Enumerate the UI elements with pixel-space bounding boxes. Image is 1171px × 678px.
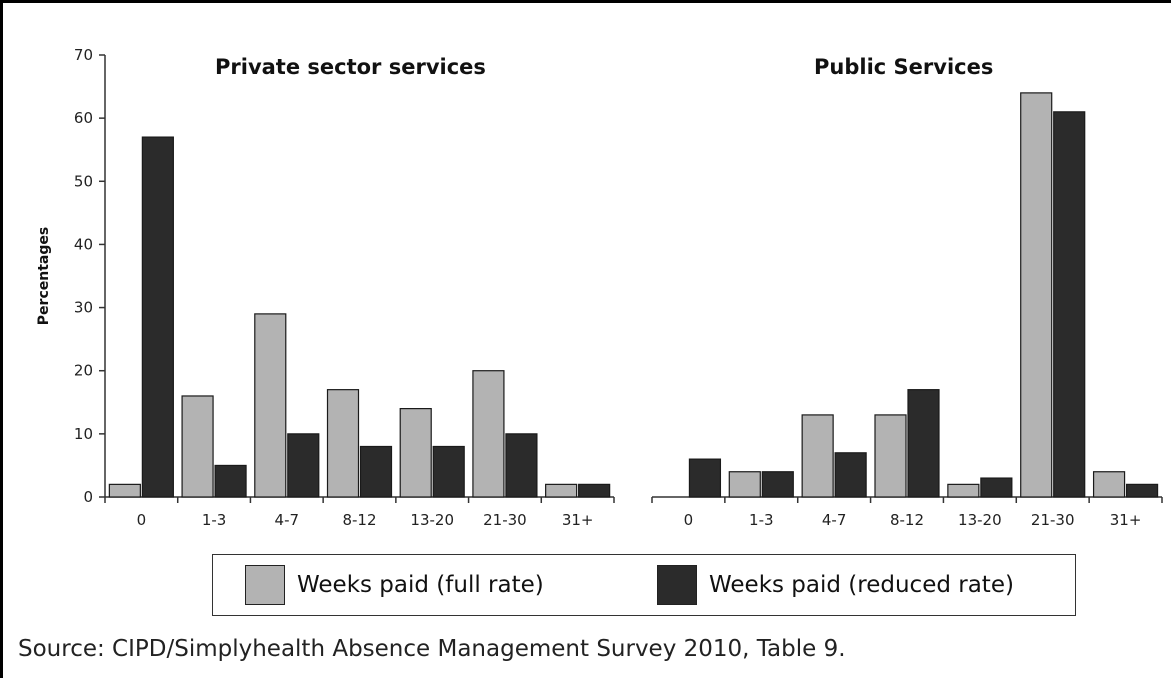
x-tick-label: 31+ xyxy=(562,511,594,529)
bar-full-rate xyxy=(181,395,214,498)
bar-full-rate xyxy=(728,471,761,498)
x-tick-label: 4-7 xyxy=(275,511,300,529)
y-tick-label: 50 xyxy=(74,172,93,190)
bar-chart: 0 10 20 30 40 50 60 70 Percentages Private sector… xyxy=(36,46,1163,529)
x-tick-label: 8-12 xyxy=(342,511,376,529)
x-tick-label: 8-12 xyxy=(890,511,924,529)
x-tick-label: 0 xyxy=(684,511,694,529)
bar-reduced-rate xyxy=(1125,483,1159,498)
legend-item-full-rate: Weeks paid (full rate) xyxy=(245,565,544,605)
x-tick-label: 21-30 xyxy=(483,511,527,529)
legend-swatch-reduced-rate xyxy=(657,565,697,605)
y-tick-label: 40 xyxy=(74,235,93,253)
bar-reduced-rate xyxy=(505,433,538,498)
source-note: Source: CIPD/Simplyhealth Absence Manage… xyxy=(18,636,846,662)
x-tick-label: 21-30 xyxy=(1031,511,1075,529)
panel-title: Public Services xyxy=(814,55,993,79)
bar-reduced-rate xyxy=(688,458,722,498)
legend-item-reduced-rate: Weeks paid (reduced rate) xyxy=(657,565,1014,605)
y-tick-label: 0 xyxy=(83,488,93,506)
x-tick-label: 13-20 xyxy=(958,511,1002,529)
y-tick-label: 10 xyxy=(74,425,93,443)
x-tick-label: 1-3 xyxy=(749,511,774,529)
bar-full-rate xyxy=(1020,92,1053,498)
bar-full-rate xyxy=(874,414,907,498)
bar-full-rate xyxy=(1092,471,1126,498)
bar-full-rate xyxy=(947,483,980,498)
bar-reduced-rate xyxy=(1053,111,1086,498)
bar-reduced-rate xyxy=(907,389,940,498)
y-tick-label: 20 xyxy=(74,362,93,380)
bar-reduced-rate xyxy=(980,477,1013,498)
x-tick-label: 1-3 xyxy=(202,511,227,529)
bar-full-rate xyxy=(801,414,834,498)
x-tick-label: 13-20 xyxy=(410,511,454,529)
y-tick-label: 30 xyxy=(74,299,93,317)
x-tick-label: 31+ xyxy=(1110,511,1142,529)
bar-full-rate xyxy=(108,483,141,498)
bar-reduced-rate xyxy=(761,471,794,498)
bar-reduced-rate xyxy=(432,445,465,498)
bar-reduced-rate xyxy=(141,136,174,498)
bar-full-rate xyxy=(326,389,360,498)
legend-swatch-full-rate xyxy=(245,565,285,605)
bar-reduced-rate xyxy=(834,452,867,498)
bar-full-rate xyxy=(254,313,287,498)
legend-label-full-rate: Weeks paid (full rate) xyxy=(297,572,544,598)
bar-reduced-rate xyxy=(359,445,393,498)
panel-title: Private sector services xyxy=(215,55,486,79)
x-tick-label: 4-7 xyxy=(822,511,847,529)
bar-full-rate xyxy=(472,370,505,498)
y-tick-label: 70 xyxy=(74,46,93,64)
bar-full-rate xyxy=(545,483,578,498)
bar-reduced-rate xyxy=(214,464,247,498)
x-tick-label: 0 xyxy=(137,511,147,529)
y-tick-label: 60 xyxy=(74,109,93,127)
bar-full-rate xyxy=(399,408,432,498)
bar-reduced-rate xyxy=(578,483,611,498)
bar-reduced-rate xyxy=(287,433,320,498)
legend-label-reduced-rate: Weeks paid (reduced rate) xyxy=(709,572,1014,598)
y-axis-label: Percentages xyxy=(36,227,52,325)
legend: Weeks paid (full rate) Weeks paid (reduc… xyxy=(212,554,1076,616)
